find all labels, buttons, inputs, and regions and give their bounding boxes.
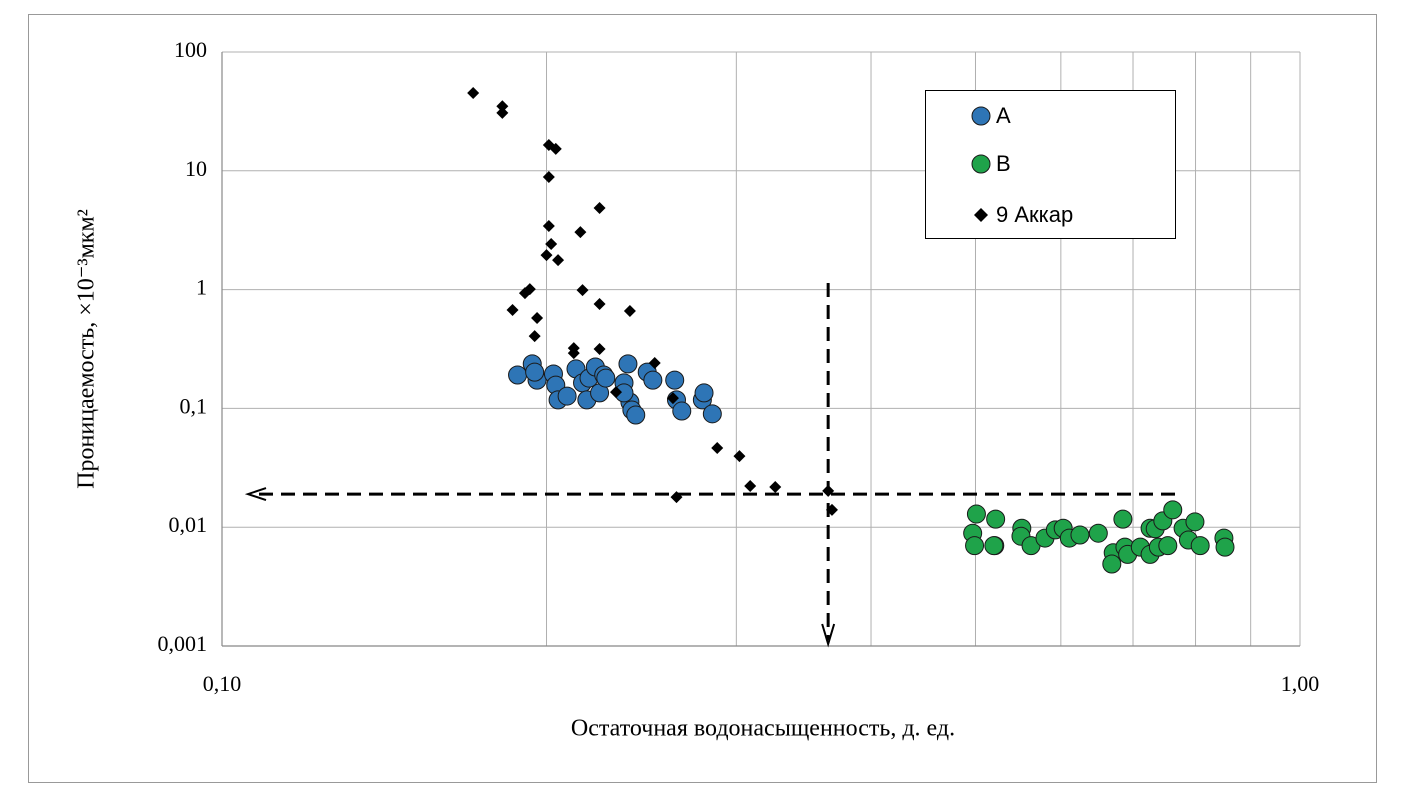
data-point <box>984 536 1004 556</box>
legend-marker <box>971 106 991 126</box>
legend-label: B <box>996 151 1011 176</box>
x-axis-label: Остаточная водонасыщенность, д. ед. <box>571 716 955 742</box>
data-point <box>1070 525 1090 545</box>
data-point <box>528 330 541 343</box>
data-point <box>593 297 606 310</box>
points <box>467 86 1235 574</box>
data-point <box>525 362 545 382</box>
data-point <box>744 480 757 493</box>
data-point <box>665 370 685 390</box>
data-point <box>733 450 746 463</box>
data-point <box>626 405 646 425</box>
data-point <box>1158 536 1178 556</box>
data-point <box>593 202 606 215</box>
data-point <box>542 220 555 233</box>
data-point <box>574 226 587 239</box>
x-tick-label: 1,00 <box>1281 671 1320 696</box>
data-point <box>966 504 986 524</box>
data-point <box>545 238 558 251</box>
data-point <box>822 484 835 497</box>
data-point <box>711 442 724 455</box>
data-point <box>666 392 679 405</box>
guide-arrow-down <box>821 623 836 648</box>
data-point <box>702 404 722 424</box>
legend: AB 9 Аккар <box>925 90 1176 239</box>
legend-label: A <box>996 103 1011 128</box>
data-point <box>531 311 544 324</box>
legend-marker <box>971 154 991 174</box>
data-point <box>1163 500 1183 520</box>
data-point <box>518 287 531 300</box>
data-point <box>672 401 692 421</box>
y-tick-label: 0,1 <box>180 393 208 418</box>
data-point <box>825 503 838 516</box>
legend-marker <box>974 208 988 222</box>
data-point <box>965 536 985 556</box>
y-tick-label: 0,001 <box>158 631 208 656</box>
data-point <box>1190 536 1210 556</box>
data-point <box>552 254 565 267</box>
data-point <box>1088 523 1108 543</box>
data-point <box>593 343 606 356</box>
data-point <box>623 304 636 317</box>
legend-box <box>925 90 1176 239</box>
data-point <box>496 100 509 113</box>
data-point <box>540 249 553 262</box>
y-axis-label: Проницаемость, ×10⁻³мкм² <box>74 209 100 489</box>
data-point <box>596 368 616 388</box>
data-point <box>609 386 622 399</box>
data-point <box>467 86 480 99</box>
x-tick-label: 0,10 <box>203 671 242 696</box>
data-point <box>1215 537 1235 557</box>
data-point <box>769 480 782 493</box>
data-point <box>549 142 562 155</box>
data-point <box>506 303 519 316</box>
data-point <box>567 347 580 360</box>
data-point <box>557 386 577 406</box>
y-tick-label: 1 <box>196 275 207 300</box>
y-tick-label: 10 <box>185 156 207 181</box>
legend-label: 9 Аккар <box>996 202 1073 227</box>
data-point <box>618 354 638 374</box>
data-point <box>670 491 683 504</box>
data-point <box>1113 509 1133 529</box>
data-point <box>648 357 661 370</box>
data-point <box>1102 554 1122 574</box>
y-tick-label: 0,01 <box>169 512 208 537</box>
y-tick-label: 100 <box>174 37 207 62</box>
data-point <box>643 370 663 390</box>
data-point <box>986 509 1006 529</box>
guides <box>244 283 1175 648</box>
data-point <box>508 365 528 385</box>
guide-arrow-left <box>244 487 267 502</box>
data-point <box>542 170 555 183</box>
data-point <box>694 383 714 403</box>
data-point <box>1185 512 1205 532</box>
data-point <box>576 284 589 297</box>
data-point <box>496 106 509 119</box>
